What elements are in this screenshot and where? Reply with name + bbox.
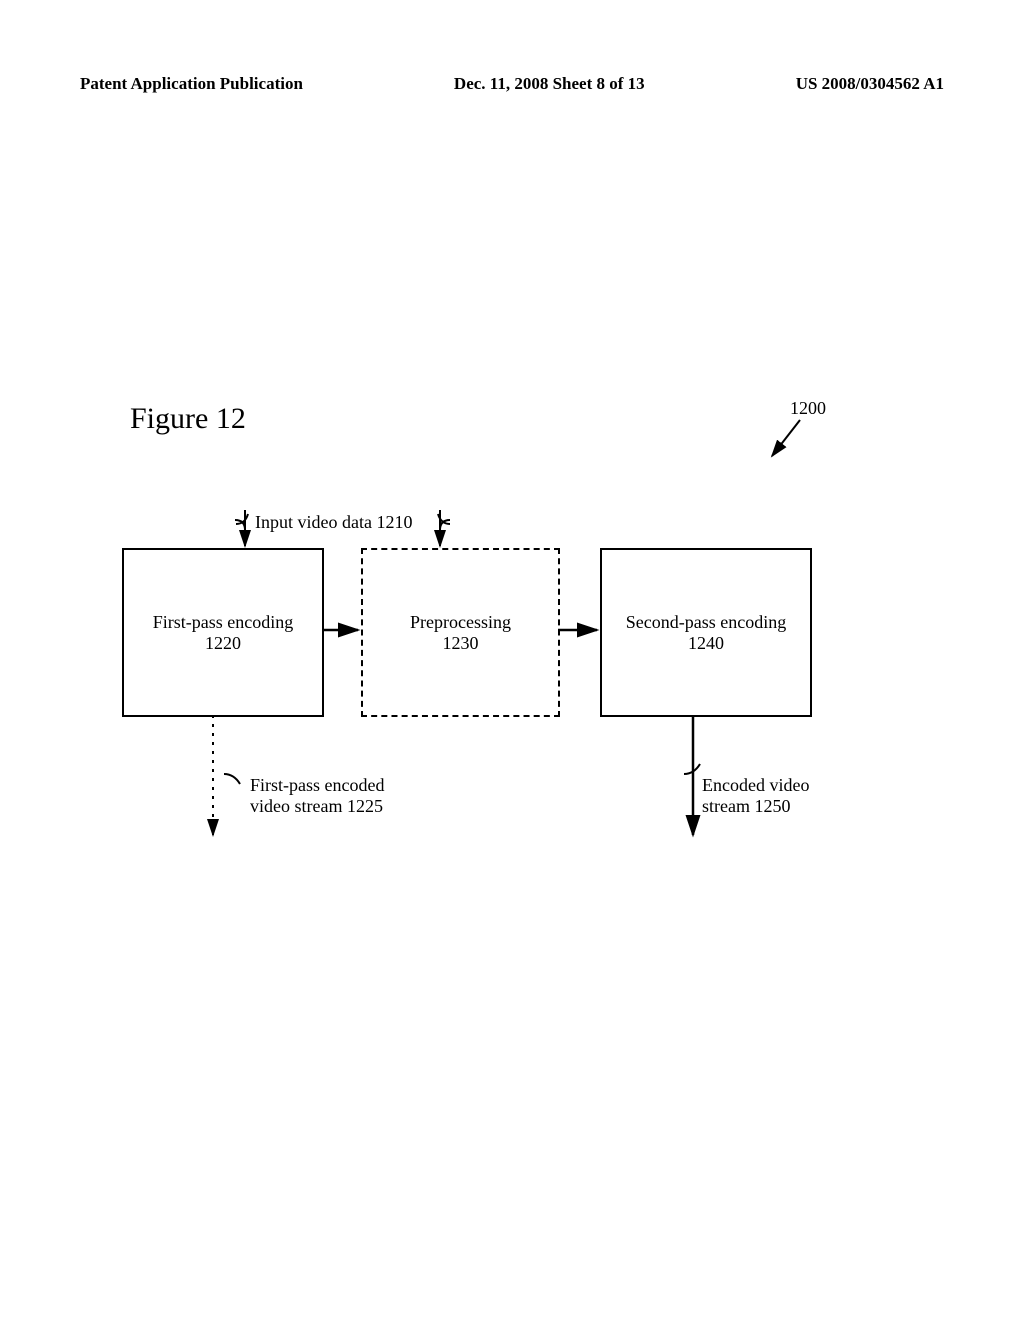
second-pass-label-2: 1240 — [688, 633, 724, 654]
figure-title: Figure 12 — [130, 402, 246, 436]
first-pass-output-line2: video stream 1225 — [250, 796, 384, 817]
preprocessing-box: Preprocessing 1230 — [361, 548, 560, 717]
first-pass-output-label: First-pass encoded video stream 1225 — [250, 775, 384, 817]
first-pass-label-1: First-pass encoding — [153, 612, 293, 633]
second-pass-label-1: Second-pass encoding — [626, 612, 786, 633]
first-pass-label-2: 1220 — [205, 633, 241, 654]
encoded-output-line1: Encoded video — [702, 775, 809, 796]
header-row: Patent Application Publication Dec. 11, … — [80, 74, 944, 94]
first-pass-output-line1: First-pass encoded — [250, 775, 384, 796]
encoded-output-line2: stream 1250 — [702, 796, 809, 817]
preprocessing-label-2: 1230 — [443, 633, 479, 654]
second-pass-box: Second-pass encoding 1240 — [600, 548, 812, 717]
encoded-output-label: Encoded video stream 1250 — [702, 775, 809, 817]
page: Patent Application Publication Dec. 11, … — [0, 0, 1024, 1320]
header-middle: Dec. 11, 2008 Sheet 8 of 13 — [454, 74, 645, 94]
header-left: Patent Application Publication — [80, 74, 303, 94]
input-video-label: Input video data 1210 — [255, 512, 412, 533]
header-right: US 2008/0304562 A1 — [796, 74, 944, 94]
preprocessing-label-1: Preprocessing — [410, 612, 511, 633]
figure-ref-number: 1200 — [790, 398, 826, 419]
first-pass-box: First-pass encoding 1220 — [122, 548, 324, 717]
